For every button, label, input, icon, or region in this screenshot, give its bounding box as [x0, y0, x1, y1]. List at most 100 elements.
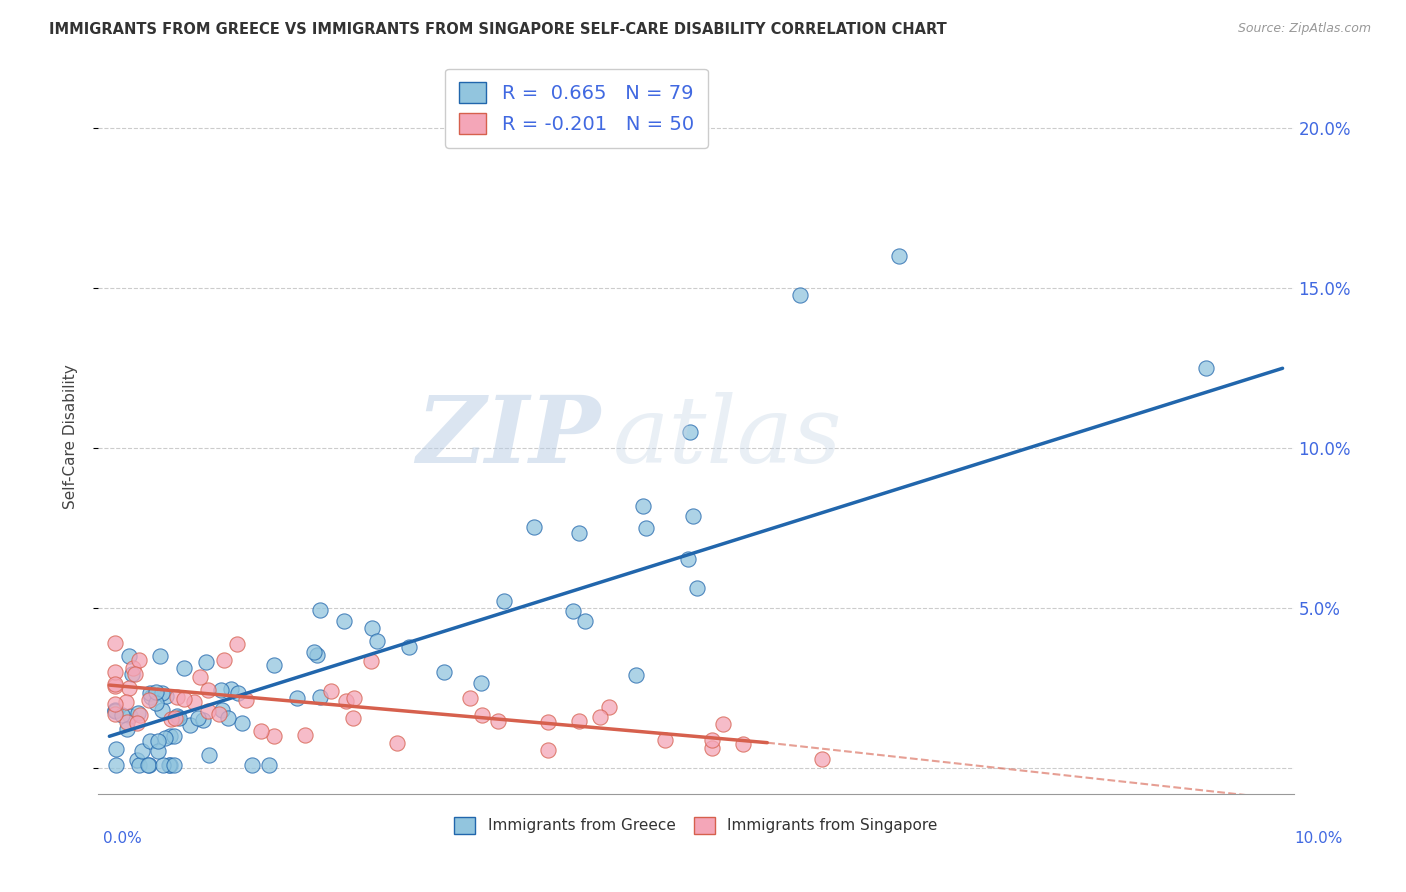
Point: [308, 690, 330, 704]
Point: [574, 614, 596, 628]
Point: [711, 716, 734, 731]
Point: [333, 614, 356, 628]
Point: [141, 690, 163, 704]
Point: [212, 653, 235, 667]
Point: [789, 287, 811, 301]
Point: [240, 758, 263, 772]
Point: [155, 690, 177, 704]
Point: [257, 758, 280, 772]
Point: [198, 747, 221, 762]
Point: [209, 682, 232, 697]
Point: [193, 713, 215, 727]
Point: [1195, 361, 1218, 376]
Point: [128, 653, 150, 667]
Point: [470, 676, 492, 690]
Point: [678, 551, 700, 566]
Point: [163, 758, 186, 772]
Point: [342, 711, 364, 725]
Point: [811, 752, 834, 766]
Point: [127, 706, 149, 720]
Text: IMMIGRANTS FROM GREECE VS IMMIGRANTS FROM SINGAPORE SELF-CARE DISABILITY CORRELA: IMMIGRANTS FROM GREECE VS IMMIGRANTS FRO…: [49, 22, 948, 37]
Point: [195, 656, 218, 670]
Point: [104, 676, 127, 690]
Point: [568, 714, 591, 728]
Point: [163, 711, 186, 725]
Point: [219, 682, 242, 697]
Point: [598, 700, 620, 714]
Point: [702, 741, 724, 756]
Point: [124, 667, 146, 681]
Point: [187, 711, 209, 725]
Point: [118, 649, 141, 664]
Point: [146, 734, 169, 748]
Point: [105, 742, 128, 756]
Text: Source: ZipAtlas.com: Source: ZipAtlas.com: [1237, 22, 1371, 36]
Point: [121, 660, 143, 674]
Point: [104, 636, 127, 650]
Point: [263, 657, 285, 672]
Point: [589, 710, 612, 724]
Legend: Immigrants from Greece, Immigrants from Singapore: Immigrants from Greece, Immigrants from …: [449, 811, 943, 839]
Point: [114, 695, 136, 709]
Point: [173, 661, 195, 675]
Point: [129, 708, 152, 723]
Point: [679, 425, 702, 440]
Text: 10.0%: 10.0%: [1295, 831, 1343, 846]
Point: [139, 685, 162, 699]
Point: [226, 686, 249, 700]
Point: [343, 691, 366, 706]
Point: [197, 704, 219, 718]
Point: [173, 692, 195, 706]
Point: [150, 685, 173, 699]
Point: [217, 711, 239, 725]
Point: [136, 758, 159, 772]
Point: [568, 526, 591, 541]
Point: [208, 706, 231, 721]
Point: [121, 666, 143, 681]
Point: [471, 707, 494, 722]
Point: [631, 500, 654, 514]
Point: [307, 648, 329, 662]
Point: [226, 637, 249, 651]
Point: [304, 645, 326, 659]
Point: [562, 604, 585, 618]
Point: [115, 723, 138, 737]
Point: [104, 758, 127, 772]
Point: [179, 718, 201, 732]
Point: [366, 634, 388, 648]
Point: [211, 703, 233, 717]
Point: [160, 712, 183, 726]
Point: [335, 694, 357, 708]
Point: [458, 691, 481, 706]
Point: [433, 665, 456, 680]
Point: [145, 685, 167, 699]
Point: [149, 648, 172, 663]
Point: [492, 594, 515, 608]
Point: [167, 711, 190, 725]
Point: [309, 603, 332, 617]
Text: 0.0%: 0.0%: [103, 831, 142, 846]
Point: [231, 716, 253, 731]
Point: [104, 704, 127, 718]
Point: [157, 758, 180, 772]
Y-axis label: Self-Care Disability: Self-Care Disability: [63, 365, 77, 509]
Point: [131, 744, 153, 758]
Point: [197, 682, 219, 697]
Point: [263, 729, 285, 743]
Point: [183, 695, 205, 709]
Point: [537, 715, 560, 730]
Point: [285, 690, 308, 705]
Point: [702, 732, 724, 747]
Point: [138, 758, 160, 772]
Point: [537, 743, 560, 757]
Point: [360, 654, 382, 668]
Point: [127, 716, 149, 731]
Point: [125, 754, 148, 768]
Point: [361, 621, 384, 635]
Point: [887, 249, 910, 263]
Point: [115, 715, 138, 730]
Point: [686, 582, 709, 596]
Point: [235, 693, 257, 707]
Point: [153, 731, 176, 745]
Point: [152, 758, 174, 772]
